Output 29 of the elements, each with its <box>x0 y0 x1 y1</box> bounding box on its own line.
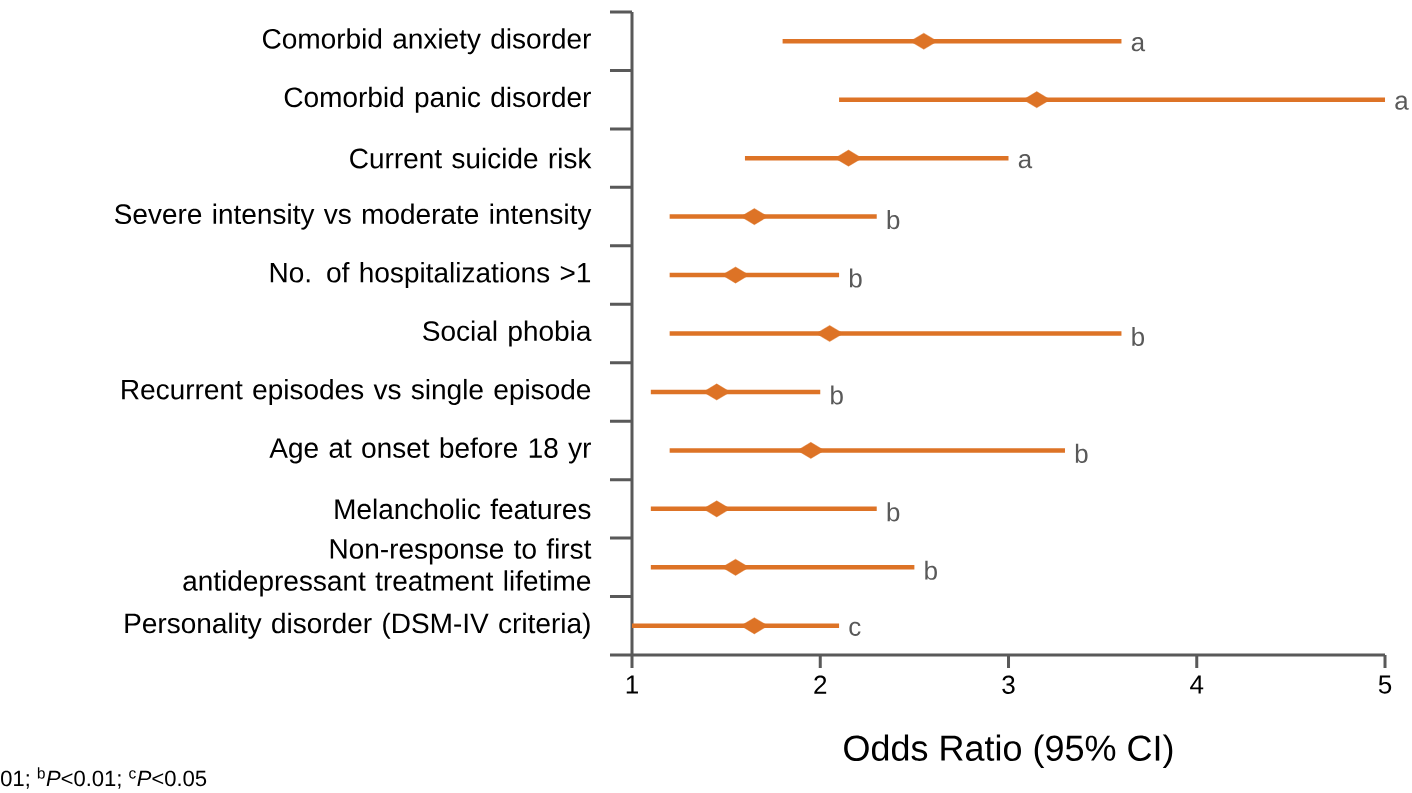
annotation: a <box>1395 95 1409 110</box>
annotation: b <box>1132 326 1145 347</box>
y-tick-label: Current suicide risk <box>350 147 592 169</box>
x-tick-label: 1 <box>626 675 638 694</box>
y-tick-label: Recurrent episodes vs single episode <box>122 378 591 406</box>
y-tick-label: Melancholic features <box>335 498 591 520</box>
annotation: b <box>1075 443 1088 463</box>
text: 01; $^{b}$P<0.01; $^{c}$P<0.05 <box>1 767 207 789</box>
y-tick-label: Comorbid panic disorder <box>284 86 591 113</box>
annotation: b <box>849 268 862 288</box>
y-tick-label: Severe intensity vs moderate intensity <box>114 203 592 230</box>
y-tick-label: No. of hospitalizations >1 <box>270 261 591 289</box>
y-tick-label: Social phobia <box>423 320 592 347</box>
x-tick-label: 5 <box>1378 675 1392 694</box>
y-tick-label: Personality disorder (DSM-IV criteria) <box>125 612 590 639</box>
annotation: b <box>887 210 900 230</box>
annotation: b <box>831 385 843 405</box>
annotation: c <box>849 621 861 636</box>
annotation: a <box>1018 154 1033 169</box>
x-tick-label: 4 <box>1190 675 1204 694</box>
x-axis-title: Odds Ratio (95% CI) <box>844 734 1173 769</box>
annotation: a <box>1131 37 1146 52</box>
annotation: b <box>925 560 937 580</box>
y-tick-label: Comorbid anxiety disorder <box>262 28 591 55</box>
y-tick-label: Age at onset before 18 yr <box>269 437 591 464</box>
x-tick-label: 2 <box>814 675 827 694</box>
annotation: b <box>887 502 900 522</box>
y-tick-label: Non-response to first antidepressant treatment lifetime <box>183 538 592 597</box>
x-tick-label: 3 <box>1002 675 1015 694</box>
